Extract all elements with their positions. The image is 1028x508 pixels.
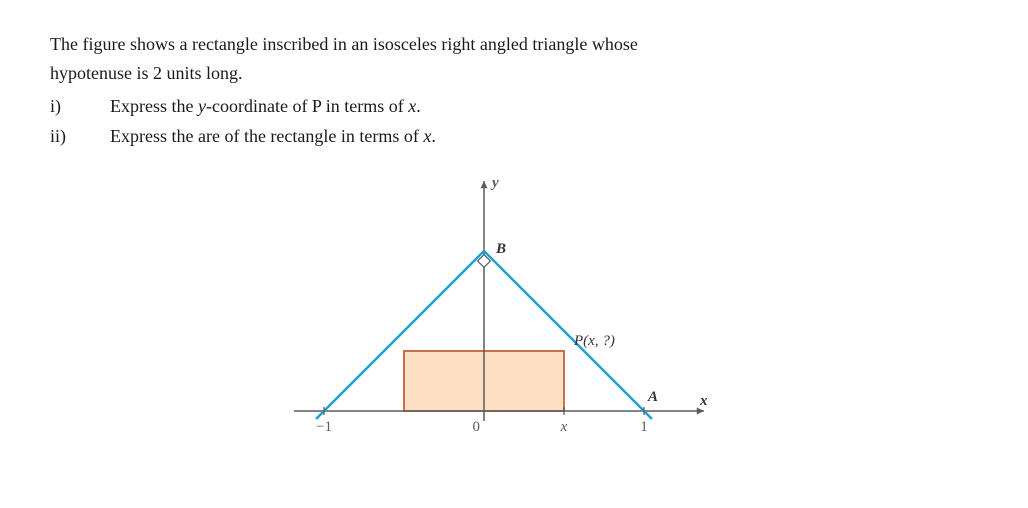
sub-items: i) Express the y-coordinate of P in term… bbox=[50, 92, 978, 152]
item-i-text: Express the y-coordinate of P in terms o… bbox=[110, 92, 978, 121]
item-i: i) Express the y-coordinate of P in term… bbox=[50, 92, 978, 121]
svg-text:B: B bbox=[495, 241, 506, 257]
intro-line1: The figure shows a rectangle inscribed i… bbox=[50, 34, 638, 54]
item-ii-text: Express the are of the rectangle in term… bbox=[110, 122, 978, 151]
svg-text:x: x bbox=[699, 393, 708, 409]
svg-text:y: y bbox=[490, 175, 499, 191]
figure-container: y x B A P(x, ?) −1 0 x 1 bbox=[50, 161, 978, 441]
svg-text:P(x, ?): P(x, ?) bbox=[573, 333, 615, 349]
svg-text:1: 1 bbox=[640, 419, 648, 435]
svg-text:x: x bbox=[560, 419, 568, 435]
svg-text:0: 0 bbox=[473, 419, 481, 435]
intro-line2: hypotenuse is 2 units long. bbox=[50, 63, 243, 83]
svg-text:A: A bbox=[647, 389, 658, 405]
geometry-figure: y x B A P(x, ?) −1 0 x 1 bbox=[284, 161, 744, 441]
item-ii: ii) Express the are of the rectangle in … bbox=[50, 122, 978, 151]
problem-intro: The figure shows a rectangle inscribed i… bbox=[50, 30, 978, 88]
item-ii-label: ii) bbox=[50, 122, 110, 151]
item-i-label: i) bbox=[50, 92, 110, 121]
svg-text:−1: −1 bbox=[316, 419, 332, 435]
